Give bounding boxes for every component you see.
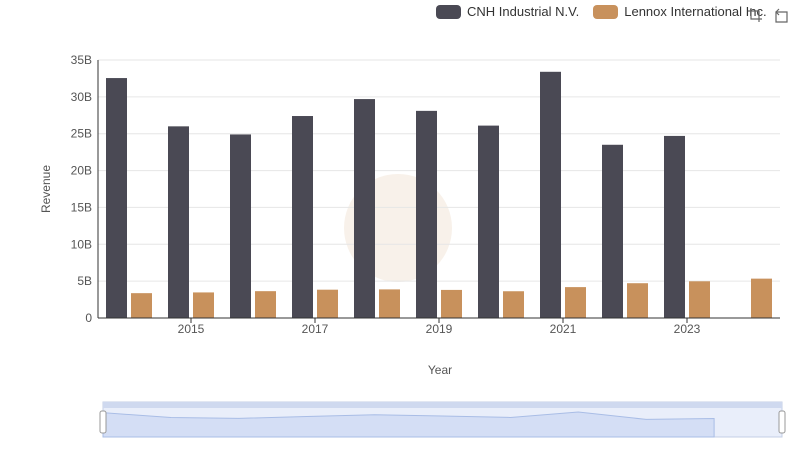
bar-lennox-2018 [379, 289, 400, 318]
y-tick-label: 15B [71, 200, 92, 214]
legend-item-cnh[interactable]: CNH Industrial N.V. [436, 4, 579, 19]
zoom-icon[interactable] [747, 7, 763, 23]
datazoom-handle-left[interactable] [99, 410, 107, 434]
datazoom-handle-right[interactable] [778, 410, 786, 434]
restore-icon[interactable] [773, 7, 789, 23]
bar-lennox-2024 [751, 278, 772, 318]
legend-label-lennox: Lennox International Inc. [624, 4, 767, 19]
y-tick-label: 5B [77, 274, 92, 288]
bar-lennox-2023 [689, 281, 710, 318]
x-tick-label: 2019 [426, 322, 453, 336]
y-axis-title: Revenue [39, 165, 53, 213]
bar-cnh-2017 [292, 116, 313, 318]
bar-lennox-2017 [317, 289, 338, 318]
bar-cnh-2015 [168, 126, 189, 318]
y-tick-label: 30B [71, 90, 92, 104]
bar-lennox-2021 [565, 287, 586, 318]
legend-item-lennox[interactable]: Lennox International Inc. [593, 4, 767, 19]
y-tick-label: 25B [71, 127, 92, 141]
y-tick-label: 10B [71, 237, 92, 251]
y-tick-label: 35B [71, 53, 92, 67]
y-tick-label: 20B [71, 164, 92, 178]
bar-cnh-2020 [478, 125, 499, 318]
bar-cnh-2021 [540, 71, 561, 319]
bar-cnh-2018 [354, 99, 375, 318]
bar-cnh-2019 [416, 110, 437, 318]
bar-lennox-2019 [441, 289, 462, 318]
legend-label-cnh: CNH Industrial N.V. [467, 4, 580, 19]
datazoom-preview-area [102, 411, 715, 438]
bar-lennox-2015 [193, 292, 214, 318]
legend-swatch-lennox [593, 4, 619, 19]
bar-cnh-2022 [602, 144, 623, 318]
bar-cnh-2014 [106, 78, 127, 318]
bar-cnh-2016 [230, 134, 251, 318]
bar-cnh-2023 [664, 135, 685, 318]
x-axis-title: Year [428, 363, 452, 377]
x-tick-label: 2015 [178, 322, 205, 336]
x-tick-label: 2017 [302, 322, 329, 336]
legend: CNH Industrial N.V. Lennox International… [436, 4, 773, 19]
bar-lennox-2022 [627, 283, 648, 318]
x-tick-label: 2021 [550, 322, 577, 336]
bar-lennox-2014 [131, 293, 152, 318]
bar-lennox-2016 [255, 291, 276, 318]
bar-lennox-2020 [503, 291, 524, 318]
y-tick-label: 0 [85, 311, 92, 325]
datazoom-bar [103, 402, 782, 408]
toolbox [747, 7, 789, 23]
legend-swatch-cnh [436, 4, 461, 19]
x-tick-label: 2023 [674, 322, 701, 336]
